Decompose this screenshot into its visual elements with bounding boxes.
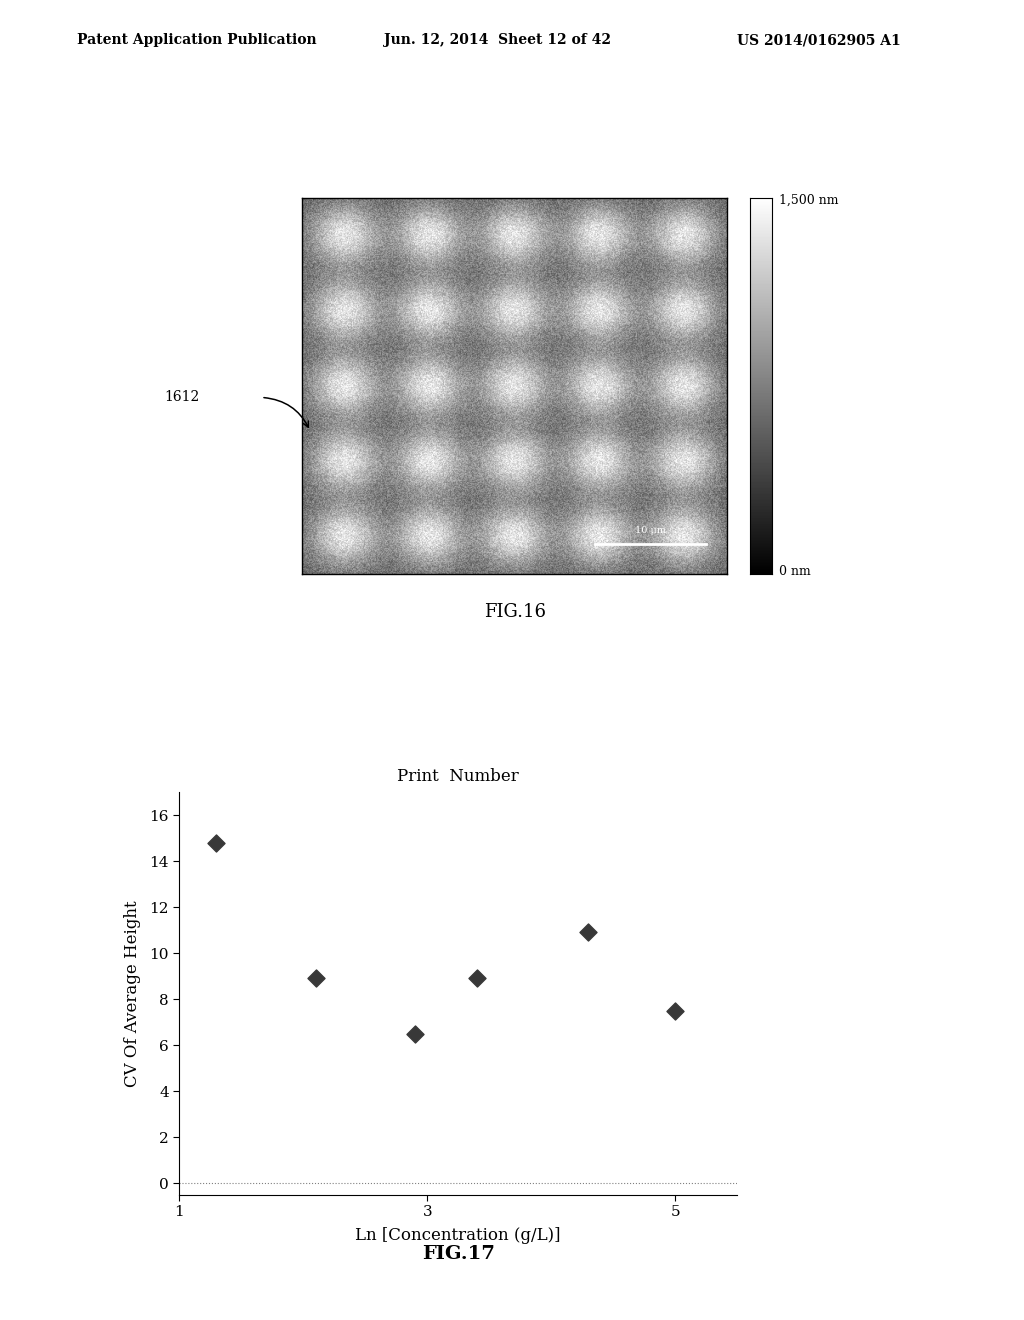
Text: Patent Application Publication: Patent Application Publication [77, 33, 316, 48]
Point [407, 1023, 423, 1044]
Point [581, 921, 597, 942]
X-axis label: Ln [Concentration (g/L)]: Ln [Concentration (g/L)] [355, 1228, 561, 1245]
Text: US 2014/0162905 A1: US 2014/0162905 A1 [737, 33, 901, 48]
Text: 1612: 1612 [164, 391, 199, 404]
Title: Print  Number: Print Number [397, 768, 519, 785]
Point [469, 968, 485, 989]
Text: FIG.16: FIG.16 [483, 603, 546, 622]
Point [208, 832, 224, 853]
Text: 0 nm: 0 nm [779, 565, 811, 578]
Point [307, 968, 324, 989]
Text: Jun. 12, 2014  Sheet 12 of 42: Jun. 12, 2014 Sheet 12 of 42 [384, 33, 611, 48]
Text: FIG.17: FIG.17 [422, 1245, 496, 1263]
Text: 1,500 nm: 1,500 nm [779, 194, 839, 207]
Text: 10 μm: 10 μm [635, 525, 666, 535]
Point [667, 1001, 683, 1022]
Y-axis label: CV Of Average Height: CV Of Average Height [124, 900, 141, 1086]
